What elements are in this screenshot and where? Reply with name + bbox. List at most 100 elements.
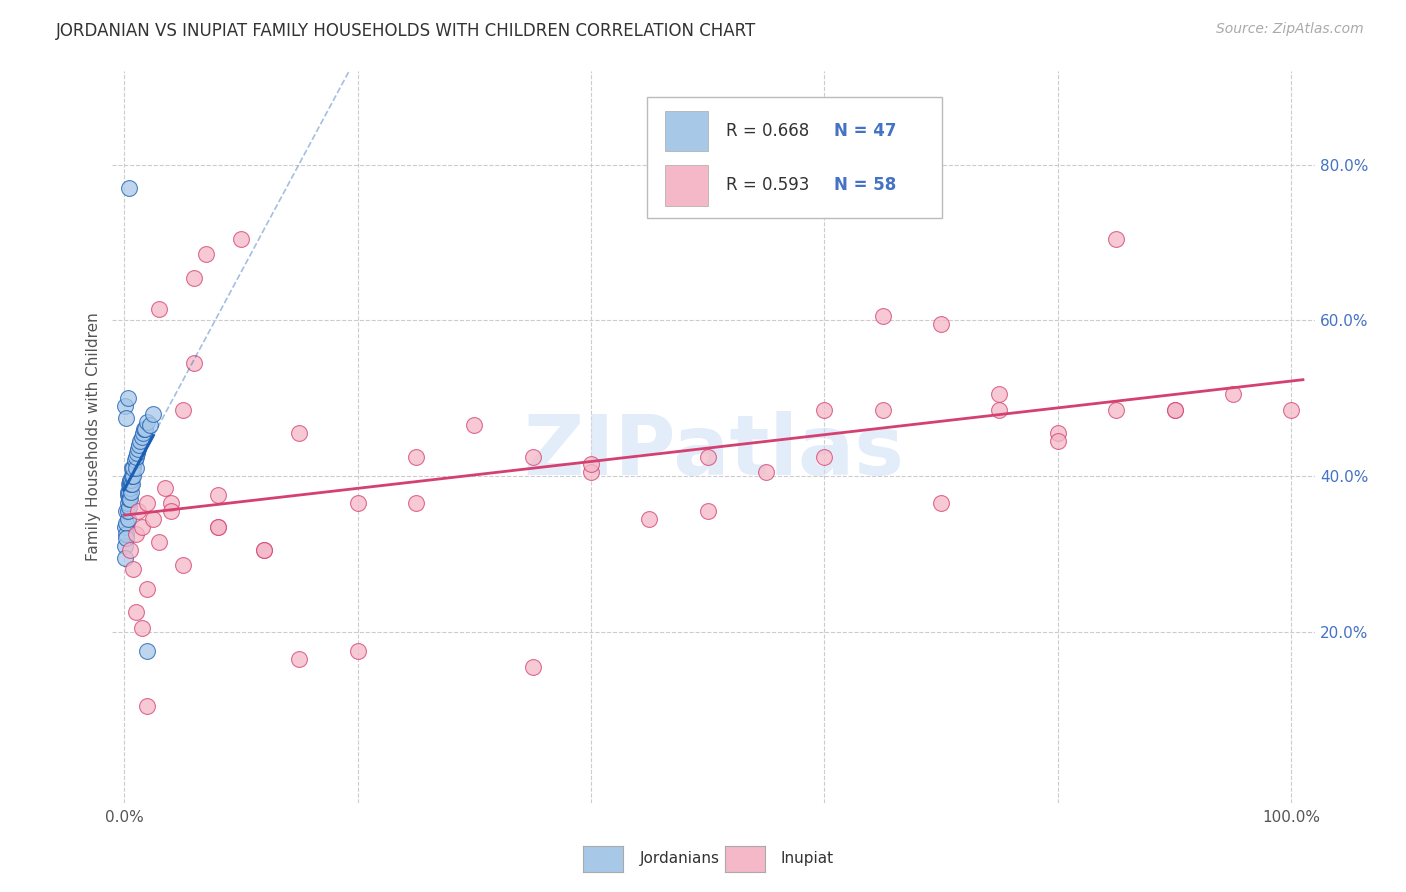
- Point: [142, 512, 165, 526]
- Point: [929, 496, 952, 510]
- Point: [118, 492, 141, 507]
- Text: Inupiat: Inupiat: [780, 851, 834, 865]
- Point: [131, 621, 153, 635]
- Point: [132, 422, 155, 436]
- Point: [120, 473, 142, 487]
- Point: [125, 461, 148, 475]
- Point: [118, 481, 141, 495]
- Point: [121, 461, 143, 475]
- Point: [346, 496, 368, 510]
- Point: [405, 450, 427, 464]
- Point: [929, 318, 952, 332]
- Point: [288, 426, 311, 441]
- Point: [114, 539, 136, 553]
- Point: [129, 434, 152, 448]
- Text: JORDANIAN VS INUPIAT FAMILY HOUSEHOLDS WITH CHILDREN CORRELATION CHART: JORDANIAN VS INUPIAT FAMILY HOUSEHOLDS W…: [56, 22, 756, 40]
- Point: [522, 450, 544, 464]
- Point: [696, 450, 718, 464]
- Text: N = 47: N = 47: [834, 122, 896, 140]
- Point: [1163, 402, 1185, 417]
- Text: N = 58: N = 58: [834, 177, 896, 194]
- Point: [638, 512, 661, 526]
- Point: [755, 465, 778, 479]
- Point: [115, 516, 138, 530]
- Point: [134, 422, 156, 436]
- Bar: [647, 97, 942, 218]
- Point: [118, 492, 141, 507]
- Point: [124, 453, 146, 467]
- Point: [121, 469, 143, 483]
- Point: [118, 473, 141, 487]
- Point: [405, 496, 427, 510]
- Point: [148, 535, 170, 549]
- Point: [813, 450, 835, 464]
- Point: [128, 438, 150, 452]
- Point: [1163, 402, 1185, 417]
- Point: [813, 402, 835, 417]
- Point: [117, 484, 139, 499]
- Point: [118, 476, 141, 491]
- Point: [125, 527, 148, 541]
- Point: [122, 562, 145, 576]
- Point: [172, 402, 194, 417]
- Point: [136, 582, 159, 596]
- Point: [207, 519, 229, 533]
- Point: [118, 484, 141, 499]
- Point: [696, 504, 718, 518]
- Point: [115, 410, 138, 425]
- Point: [136, 415, 159, 429]
- Point: [207, 519, 229, 533]
- Point: [118, 181, 141, 195]
- Point: [160, 504, 183, 518]
- Text: Source: ZipAtlas.com: Source: ZipAtlas.com: [1216, 22, 1364, 37]
- Text: R = 0.593: R = 0.593: [725, 177, 808, 194]
- Point: [115, 504, 138, 518]
- Y-axis label: Family Households with Children: Family Households with Children: [86, 313, 101, 561]
- Point: [1105, 232, 1128, 246]
- Point: [125, 450, 148, 464]
- Point: [1046, 434, 1069, 448]
- Point: [117, 488, 139, 502]
- Point: [288, 652, 311, 666]
- Point: [117, 496, 139, 510]
- Point: [253, 542, 276, 557]
- Point: [125, 445, 148, 459]
- Point: [160, 496, 183, 510]
- Point: [148, 301, 170, 316]
- Point: [579, 465, 602, 479]
- Point: [463, 418, 485, 433]
- Point: [142, 407, 165, 421]
- Text: R = 0.668: R = 0.668: [725, 122, 808, 140]
- Point: [117, 391, 139, 405]
- Point: [253, 542, 276, 557]
- Point: [122, 461, 145, 475]
- Point: [136, 496, 159, 510]
- Point: [122, 469, 145, 483]
- Point: [229, 232, 252, 246]
- Point: [117, 512, 139, 526]
- Point: [872, 402, 894, 417]
- Point: [117, 504, 139, 518]
- Text: Jordanians: Jordanians: [640, 851, 720, 865]
- Point: [114, 399, 136, 413]
- Point: [172, 558, 194, 573]
- Point: [127, 442, 149, 456]
- Point: [139, 418, 162, 433]
- Bar: [665, 111, 707, 152]
- Point: [988, 402, 1011, 417]
- Point: [118, 476, 141, 491]
- Bar: [665, 165, 707, 205]
- Point: [872, 310, 894, 324]
- Point: [136, 644, 159, 658]
- Point: [194, 247, 217, 261]
- Point: [115, 531, 138, 545]
- Point: [183, 270, 205, 285]
- Point: [522, 659, 544, 673]
- Point: [127, 504, 149, 518]
- Point: [579, 458, 602, 472]
- Point: [1222, 387, 1244, 401]
- Point: [131, 519, 153, 533]
- Point: [114, 519, 136, 533]
- Point: [114, 550, 136, 565]
- Point: [120, 476, 142, 491]
